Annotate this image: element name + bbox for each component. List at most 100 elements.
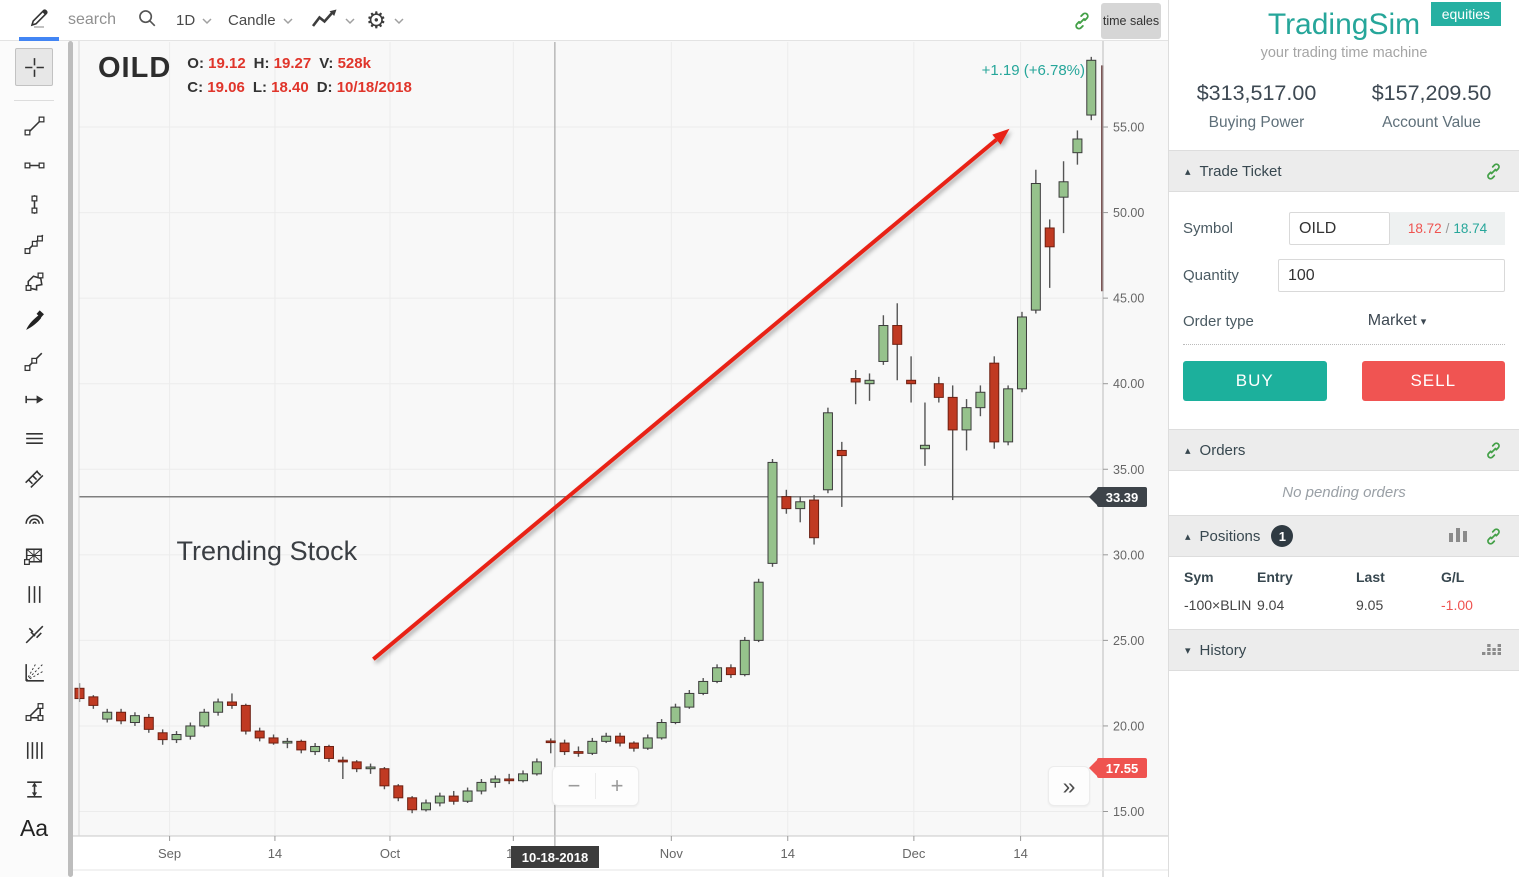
gann-fan-icon — [21, 660, 47, 686]
quantity-input[interactable] — [1278, 259, 1505, 292]
collapse-caret-icon: ▴ — [1185, 530, 1191, 543]
zoom-in-button[interactable]: + — [610, 773, 624, 798]
chart-symbol: OILD — [98, 52, 172, 84]
quote-separator: / — [1445, 221, 1450, 236]
horizontal-channel-icon — [21, 426, 47, 452]
timeframe-dropdown[interactable]: 1D — [176, 0, 212, 40]
tool-parallel-channel[interactable] — [0, 458, 68, 497]
svg-text:35.00: 35.00 — [1113, 463, 1144, 477]
orders-empty-text: No pending orders — [1282, 484, 1406, 501]
link-chart-icon[interactable] — [1072, 11, 1092, 31]
time-sales-button[interactable]: time sales — [1101, 3, 1161, 39]
vertical-lines-icon — [21, 738, 47, 764]
search-input[interactable] — [68, 11, 136, 29]
tool-horizontal-line[interactable] — [0, 146, 68, 185]
positions-header[interactable]: ▴ Positions 1 — [1169, 515, 1519, 557]
horizontal-line-icon — [21, 153, 47, 179]
tool-text[interactable]: Aa — [0, 809, 68, 848]
section-title: History — [1199, 641, 1247, 659]
chart-header: OILD O: 19.12 H: 19.27 V: 528k C: 19.06 L: … — [98, 52, 420, 96]
search-box — [68, 0, 168, 40]
bar-chart-icon[interactable] — [1448, 525, 1468, 547]
ohlc-line-2: C: 19.06 L: 18.40 D: 10/18/2018 — [187, 79, 412, 96]
search-icon[interactable] — [136, 7, 158, 34]
svg-text:50.00: 50.00 — [1113, 206, 1144, 220]
position-row[interactable]: -100×BLIN 9.04 9.05 -1.00 — [1169, 591, 1519, 619]
sell-button[interactable]: SELL — [1361, 361, 1505, 401]
chart-type-dropdown[interactable]: Candle — [228, 0, 293, 40]
link-icon[interactable] — [1484, 162, 1503, 181]
order-type-select[interactable]: Market ▾ — [1367, 312, 1427, 329]
section-title: Orders — [1199, 441, 1246, 459]
settings-dropdown[interactable]: ⚙ — [366, 0, 404, 40]
svg-text:40.00: 40.00 — [1113, 377, 1144, 391]
triangle-icon — [21, 699, 47, 725]
tool-polyline[interactable] — [0, 263, 68, 302]
svg-text:Trending Stock: Trending Stock — [177, 536, 358, 566]
candlestick-chart[interactable]: 15.00 20.00 25.00 30.00 35.00 40.00 45.00 50.00… — [73, 40, 1168, 877]
tool-gann-box[interactable] — [0, 536, 68, 575]
chevron-down-icon — [345, 12, 355, 29]
polyline-icon — [21, 270, 47, 296]
brand-block: TradingSim your trading time machine — [1169, 0, 1519, 61]
svg-text:Oct: Oct — [380, 846, 401, 861]
orders-header[interactable]: ▴ Orders — [1169, 429, 1519, 471]
collapse-caret-icon: ▴ — [1185, 444, 1191, 457]
tool-fib-arcs[interactable] — [0, 497, 68, 536]
divider — [595, 773, 596, 799]
svg-text:14: 14 — [781, 846, 795, 861]
svg-text:25.00: 25.00 — [1113, 634, 1144, 648]
chart-type-value: Candle — [228, 11, 276, 29]
tool-price-range[interactable] — [0, 770, 68, 809]
position-gl: -1.00 — [1441, 597, 1473, 613]
position-last: 9.05 — [1356, 597, 1384, 613]
crosshair-icon — [21, 54, 47, 80]
tool-vertical-channel[interactable] — [0, 575, 68, 614]
tool-ray[interactable] — [0, 341, 68, 380]
svg-text:Sep: Sep — [158, 846, 181, 861]
tool-extended-line[interactable] — [0, 224, 68, 263]
chevron-down-icon — [202, 12, 212, 29]
tool-horizontal-channel[interactable] — [0, 419, 68, 458]
tool-trend-line[interactable] — [0, 107, 68, 146]
symbol-input[interactable] — [1289, 212, 1390, 245]
tool-crosshair[interactable] — [0, 41, 68, 93]
tool-vertical-lines[interactable] — [0, 731, 68, 770]
buy-button[interactable]: BUY — [1183, 361, 1327, 401]
draw-tools-tab[interactable] — [16, 0, 62, 41]
brand-title: TradingSim — [1267, 8, 1421, 41]
ray-icon — [21, 348, 47, 374]
buying-power-value: $313,517.00 — [1196, 81, 1317, 105]
line-chart-icon — [311, 8, 338, 33]
tool-arrow-line[interactable] — [0, 380, 68, 419]
divider — [14, 100, 54, 101]
pitchfork-icon — [21, 621, 47, 647]
arrow-line-icon — [21, 387, 47, 413]
chart-area[interactable]: 15.00 20.00 25.00 30.00 35.00 40.00 45.00 50.00… — [73, 40, 1168, 877]
gann-box-icon — [21, 543, 47, 569]
equalizer-icon[interactable] — [1481, 640, 1503, 661]
fast-forward-button[interactable]: » — [1048, 766, 1090, 806]
price-line-tag[interactable]: 33.39 — [1089, 487, 1147, 507]
vertical-channel-icon — [21, 582, 47, 608]
link-icon[interactable] — [1484, 441, 1503, 460]
trade-ticket-header[interactable]: ▴ Trade Ticket — [1169, 150, 1519, 192]
caret-down-icon: ▾ — [1420, 316, 1427, 328]
collapse-caret-icon: ▴ — [1185, 165, 1191, 178]
tool-gann-fan[interactable] — [0, 653, 68, 692]
last-price-tag: 17.55 — [1089, 758, 1147, 778]
indicators-dropdown[interactable] — [311, 0, 355, 40]
drawing-tools-sidebar: Aa — [0, 41, 68, 877]
chart-scrollbar[interactable] — [68, 41, 73, 877]
tool-vertical-line[interactable] — [0, 185, 68, 224]
tool-triangle[interactable] — [0, 692, 68, 731]
tool-pitchfork[interactable] — [0, 614, 68, 653]
crosshair-date-tag: 10-18-2018 — [511, 846, 599, 868]
trade-ticket-body: Symbol 18.72 / 18.74 Quantity Order type… — [1169, 192, 1519, 415]
tool-brush[interactable] — [0, 302, 68, 341]
history-header[interactable]: ▾ History — [1169, 629, 1519, 671]
zoom-out-button[interactable]: − — [567, 773, 581, 798]
section-title: Positions — [1199, 527, 1261, 545]
position-entry: 9.04 — [1257, 597, 1285, 613]
link-icon[interactable] — [1484, 527, 1503, 546]
